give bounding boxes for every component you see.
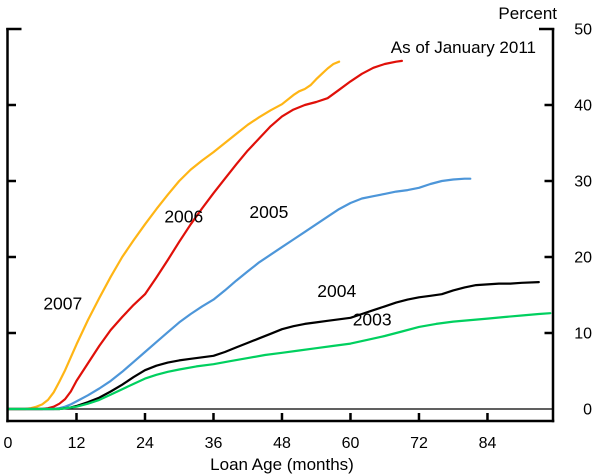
x-tick-label-84: 84 [479,435,497,452]
series-line-2006 [6,59,403,411]
x-tick-label-12: 12 [68,435,86,452]
y-tick-label-10: 10 [574,326,592,343]
series-line-2003 [6,312,552,411]
series-label-2005: 2005 [249,202,288,222]
y-axis-title: Percent [498,4,557,23]
y-tick-label-50: 50 [574,22,592,39]
x-axis-title: Loan Age (months) [210,455,354,474]
x-tick-label-48: 48 [273,435,291,452]
x-tick-label-60: 60 [342,435,360,452]
series-line-2004 [6,281,540,411]
y-tick-label-40: 40 [574,98,592,115]
x-tick-label-72: 72 [410,435,428,452]
series-label-2004: 2004 [317,281,356,301]
y-tick-label-20: 20 [574,250,592,267]
x-tick-label-36: 36 [205,435,223,452]
y-tick-label-30: 30 [574,174,592,191]
series-label-2003: 2003 [353,309,392,329]
annotation-as-of-date: As of January 2011 [391,38,536,57]
series-line-2007 [6,60,341,411]
series-label-2007: 2007 [43,293,82,313]
series-line-2005 [6,177,472,411]
y-tick-label-0: 0 [583,402,592,419]
x-tick-label-24: 24 [136,435,154,452]
x-tick-label-0: 0 [4,435,13,452]
series-label-2006: 2006 [164,207,203,227]
